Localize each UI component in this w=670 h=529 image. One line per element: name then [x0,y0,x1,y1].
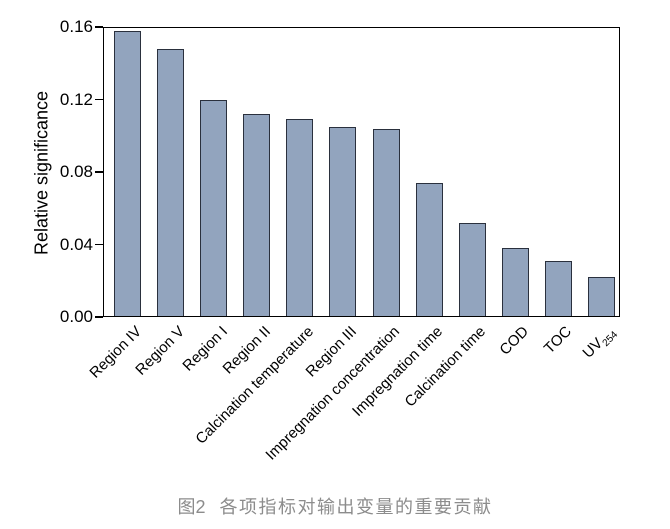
bar-11 [587,277,615,317]
figure-caption-number: 图2 [177,497,206,517]
bar-7 [415,182,443,317]
bar-9 [501,248,529,317]
x-tick-label-text: COD [496,323,533,359]
bar-3 [243,114,271,317]
x-tick-label-text: Calcination time [401,323,490,411]
bar-2 [200,99,228,317]
figure-caption: 图2 各项指标对输出变量的重要贡献 [0,493,670,519]
y-tick-mark [95,26,103,28]
y-tick-mark [95,243,103,246]
bar-4 [286,119,314,317]
bar-8 [458,222,486,317]
y-tick-label: 0.12 [59,89,93,109]
y-tick-mark [95,98,103,101]
bar-10 [544,260,572,317]
y-tick-label: 0.00 [59,307,93,326]
bar-0 [114,30,142,317]
x-tick-label: Region IV [86,323,145,382]
x-tick-label-text: Region IV [85,323,145,382]
x-tick-label: TOC [541,323,575,357]
x-tick-label: Calcination time [402,323,489,410]
y-tick-label: 0.08 [59,162,93,181]
y-tick-label: 0.16 [59,17,93,36]
x-tick-label: COD [497,323,533,359]
bar-1 [157,48,185,317]
x-tick-label: UV254 [580,323,621,361]
y-tick-mark [95,316,103,318]
bar-6 [372,128,400,317]
y-tick-label: 0.04 [59,234,93,254]
y-tick-mark [95,171,103,173]
figure-caption-text: 各项指标对输出变量的重要贡献 [219,497,493,517]
bar-5 [329,126,357,317]
x-tick-label-text: TOC [541,323,576,358]
